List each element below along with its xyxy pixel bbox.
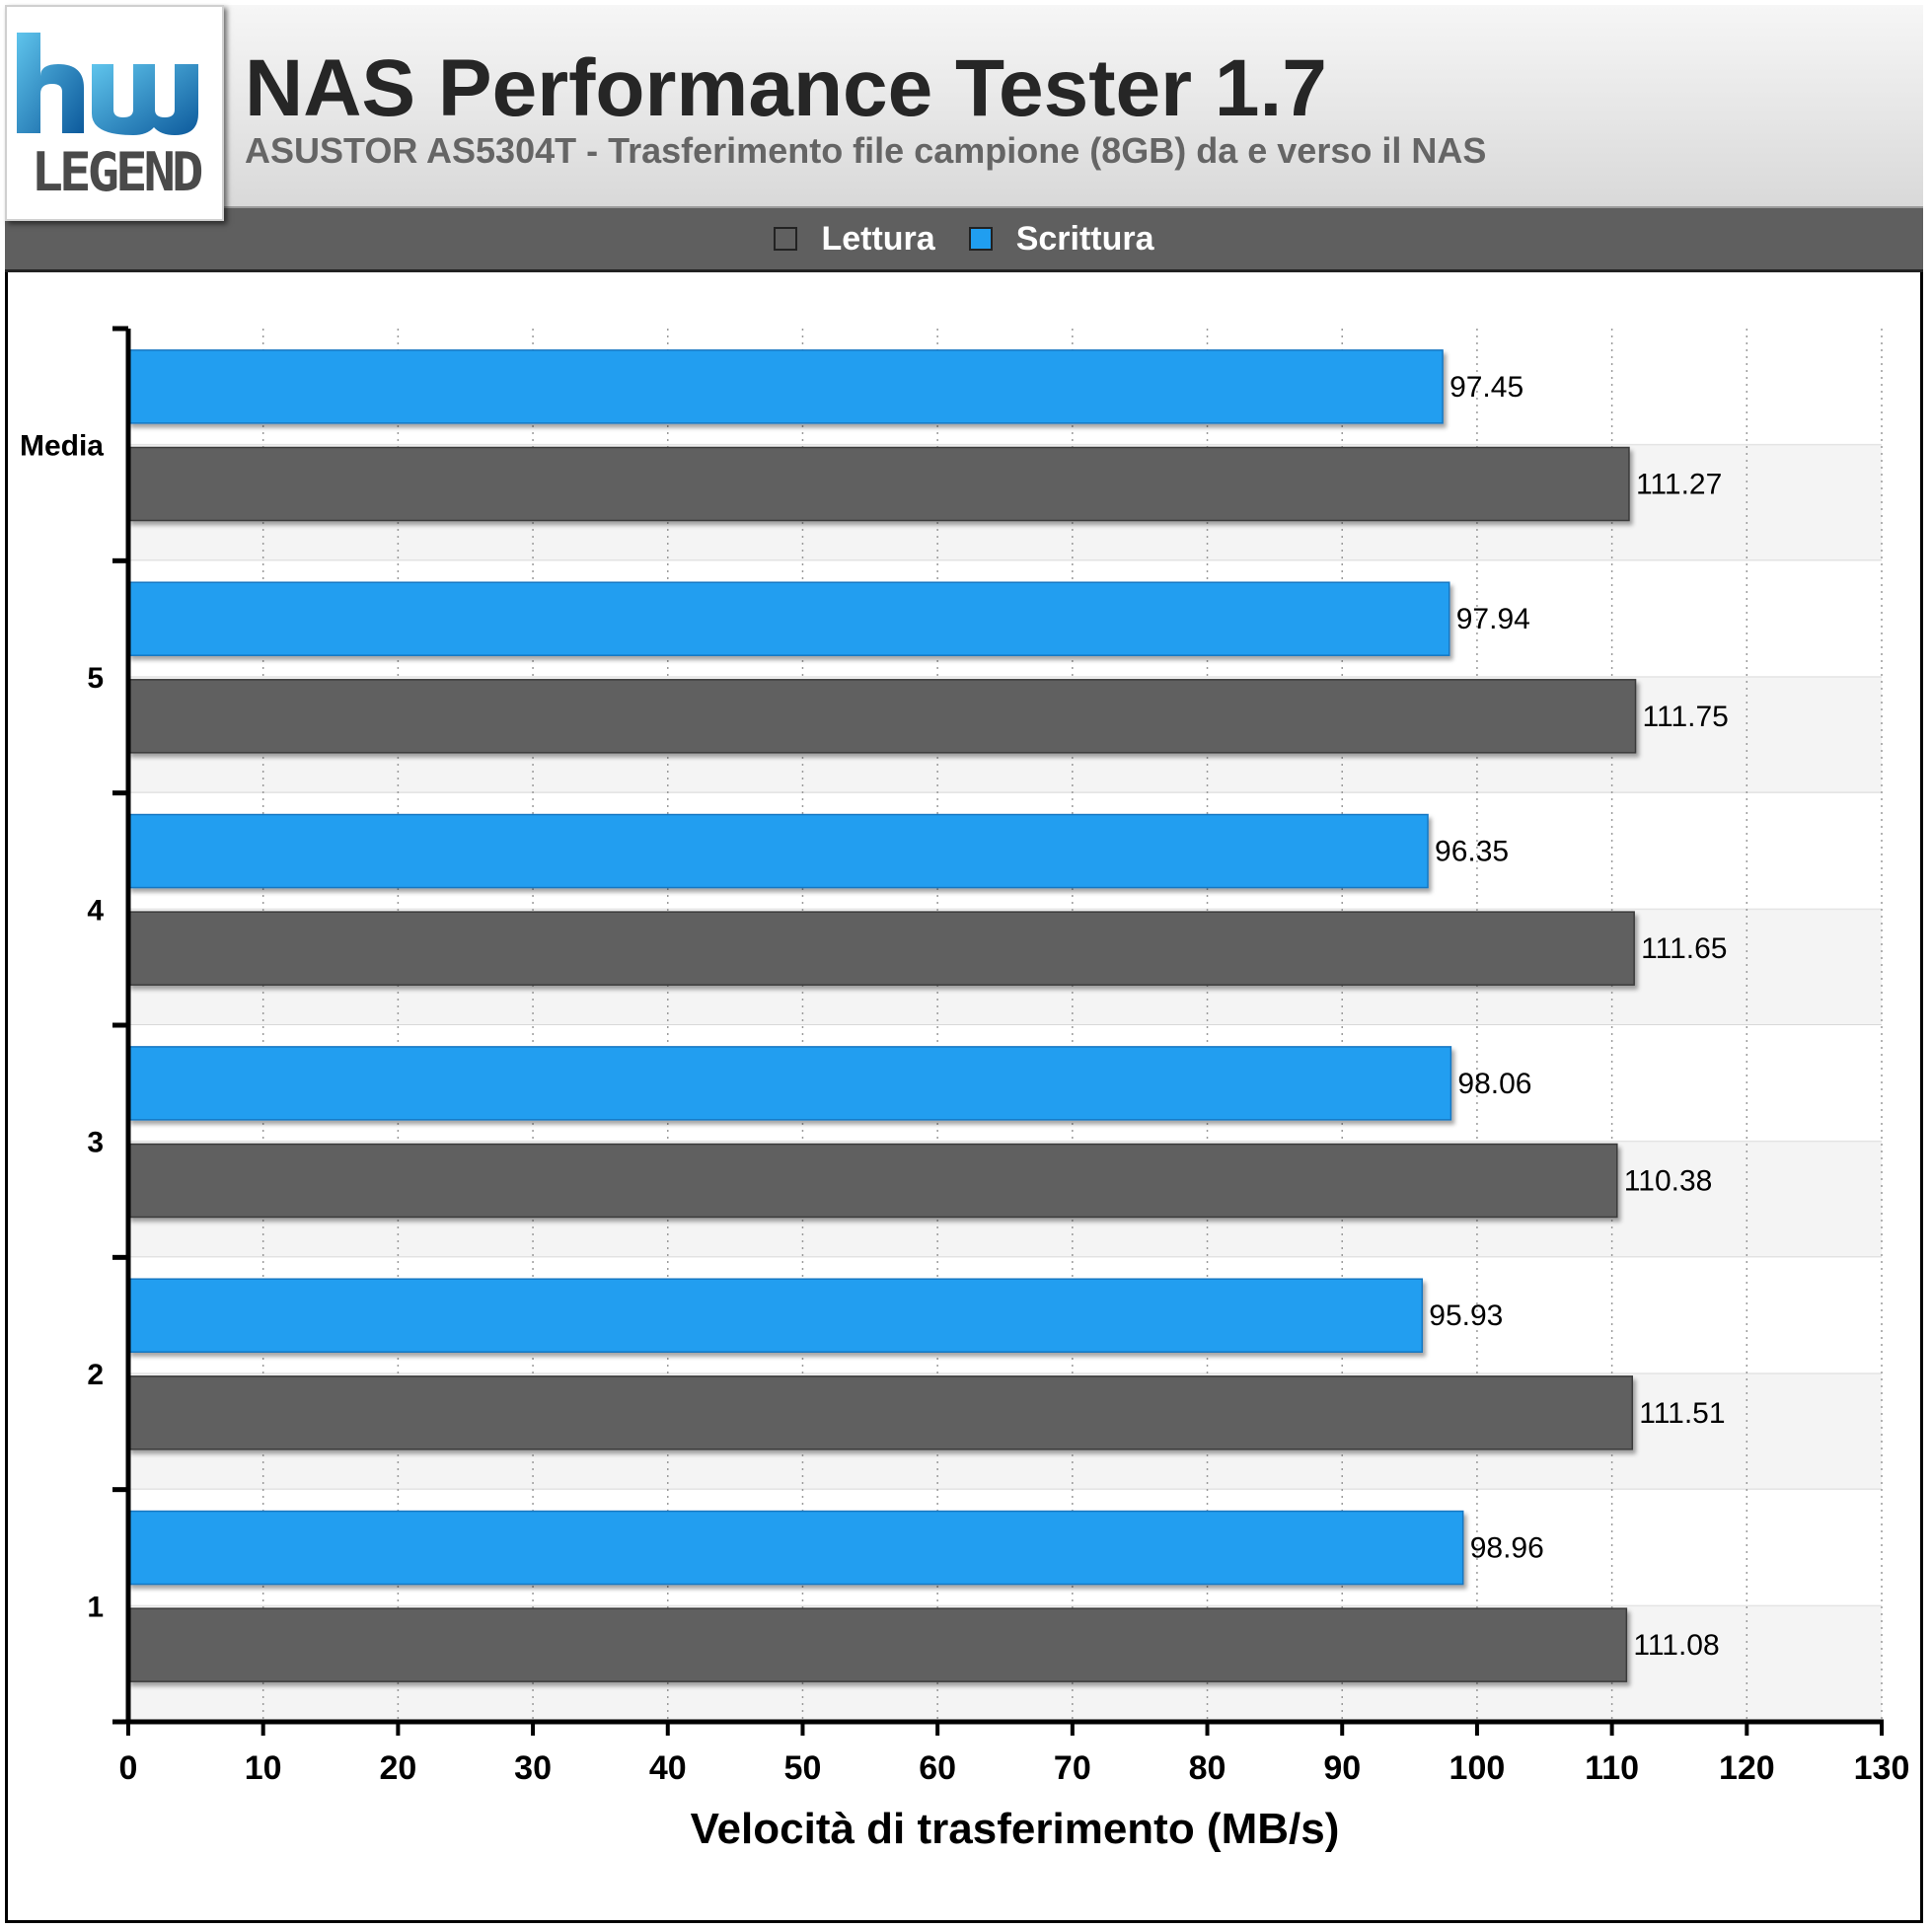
chart-subtitle: ASUSTOR AS5304T - Trasferimento file cam… [245,130,1487,171]
x-tick-label: 30 [514,1749,552,1787]
x-tick-label: 80 [1189,1749,1226,1787]
x-tick-label: 10 [245,1749,282,1787]
bar-scrittura [127,1510,1464,1586]
chart-title: NAS Performance Tester 1.7 [245,43,1327,133]
data-label-scrittura: 95.93 [1429,1299,1503,1332]
hw-logo-icon [17,33,198,135]
bar-scrittura [127,1046,1452,1121]
data-label-scrittura: 97.45 [1449,371,1523,404]
legend-label-lettura: Lettura [821,219,935,258]
bar-lettura [127,1143,1618,1219]
x-tick-label: 100 [1449,1749,1506,1787]
x-tick-label: 70 [1054,1749,1091,1787]
legend-swatch-scrittura [968,227,993,251]
hwlegend-logo: LEGEND [5,5,224,221]
data-label-scrittura: 98.96 [1470,1532,1544,1565]
bar-scrittura [127,581,1450,656]
category-label: 4 [87,894,104,927]
data-label-lettura: 111.51 [1639,1397,1725,1430]
category-label: 1 [87,1591,104,1623]
bar-scrittura [127,349,1444,424]
data-label-lettura: 111.65 [1641,932,1727,965]
bar-lettura [127,446,1630,522]
x-tick-label: 110 [1585,1749,1639,1787]
chart-header: NAS Performance Tester 1.7 ASUSTOR AS530… [5,5,1923,208]
data-label-lettura: 110.38 [1624,1164,1713,1197]
legend-item-lettura: Lettura [774,219,935,259]
data-label-lettura: 111.27 [1636,468,1722,500]
x-tick-label: 60 [919,1749,956,1787]
bar-scrittura [127,1278,1424,1353]
data-label-lettura: 111.75 [1643,701,1729,733]
legend: Lettura Scrittura [5,208,1923,272]
bar-scrittura [127,813,1429,889]
bar-lettura [127,1607,1628,1682]
category-label: 3 [87,1127,104,1159]
data-label-lettura: 111.08 [1633,1629,1719,1662]
x-tick-label: 130 [1854,1749,1910,1787]
legend-item-scrittura: Scrittura [968,219,1154,259]
x-tick-label: 20 [379,1749,416,1787]
x-tick-label: 50 [784,1749,822,1787]
x-tick-label: 90 [1323,1749,1361,1787]
x-tick-label: 40 [649,1749,687,1787]
bar-lettura [127,1375,1634,1450]
legend-swatch-lettura [774,227,798,251]
data-label-scrittura: 98.06 [1457,1068,1531,1100]
logo-wordmark: LEGEND [31,141,203,203]
x-tick-label: 120 [1719,1749,1775,1787]
legend-label-scrittura: Scrittura [1015,219,1154,258]
category-label: Media [20,430,104,463]
category-label: 2 [87,1359,104,1391]
bar-lettura [127,679,1637,754]
bar-lettura [127,911,1635,986]
x-tick-label: 0 [119,1749,138,1787]
data-label-scrittura: 97.94 [1456,603,1530,635]
category-label: 5 [87,662,104,695]
data-label-scrittura: 96.35 [1435,836,1509,868]
x-axis-title: Velocità di trasferimento (MB/s) [691,1805,1340,1853]
